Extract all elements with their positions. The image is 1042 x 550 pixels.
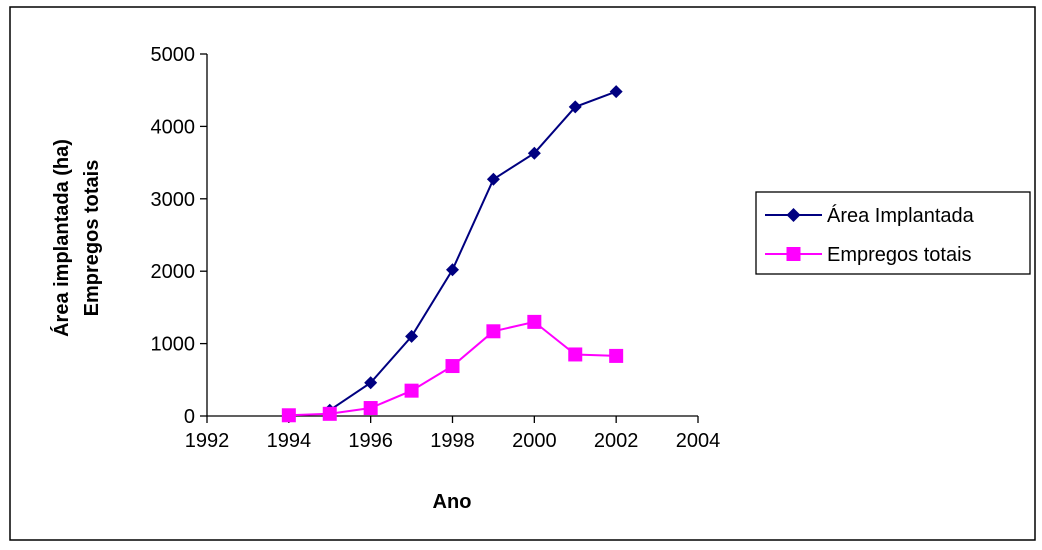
x-tick-label: 2004: [676, 430, 721, 452]
y-tick-label: 3000: [151, 189, 196, 211]
data-point-diamond: [609, 85, 623, 99]
y-tick-label: 2000: [151, 261, 196, 283]
data-point-square: [609, 348, 624, 363]
y-tick-label: 1000: [151, 334, 196, 356]
data-point-square: [281, 408, 296, 423]
legend-item-empregos-totais: Empregos totais: [765, 244, 972, 266]
x-tick-label: 1996: [348, 430, 393, 452]
x-tick-label: 2000: [512, 430, 557, 452]
x-tick-label: 1992: [185, 430, 230, 452]
ticks: 0 1000 2000 3000 4000 5000 1992 1994 1996 1998 200…: [151, 44, 721, 452]
y-axis-title-line-1: Área implantada (ha): [50, 139, 73, 337]
y-axis-title-line-2: Empregos totais: [81, 160, 103, 317]
data-point-diamond: [364, 376, 378, 390]
series-line-area-implantada: [329, 90, 617, 412]
x-tick-label: 1994: [267, 430, 312, 452]
x-axis-title: Ano: [433, 491, 472, 513]
data-point-square: [568, 347, 583, 362]
legend-label-area-implantada: Área Implantada: [827, 204, 975, 227]
x-tick-label: 1998: [430, 430, 475, 452]
data-point-diamond: [486, 172, 500, 186]
data-point-square: [363, 401, 378, 416]
data-point-diamond: [568, 100, 582, 114]
data-point-square: [486, 324, 501, 339]
y-tick-label: 5000: [151, 44, 196, 66]
legend-marker-diamond: [786, 208, 801, 222]
legend-item-area-implantada: Área Implantada: [765, 204, 975, 227]
legend-box: [755, 191, 1031, 275]
legend: Área Implantada Empregos totais: [755, 191, 1031, 275]
legend-label-empregos-totais: Empregos totais: [827, 244, 972, 266]
y-tick-label: 0: [184, 406, 195, 428]
legend-marker-square: [786, 247, 801, 261]
series-empregos-totais: [281, 314, 624, 423]
data-point-square: [322, 406, 337, 421]
data-point-diamond: [527, 146, 541, 160]
data-point-diamond: [446, 263, 459, 277]
y-axis-title: Área implantada (ha) Empregos totais: [50, 139, 103, 337]
y-tick-label: 4000: [151, 116, 196, 138]
series: [281, 85, 624, 423]
data-point-diamond: [405, 329, 419, 343]
data-point-square: [445, 359, 460, 374]
x-tick-label: 2002: [594, 430, 639, 452]
data-point-square: [404, 383, 419, 398]
data-point-square: [527, 314, 542, 329]
